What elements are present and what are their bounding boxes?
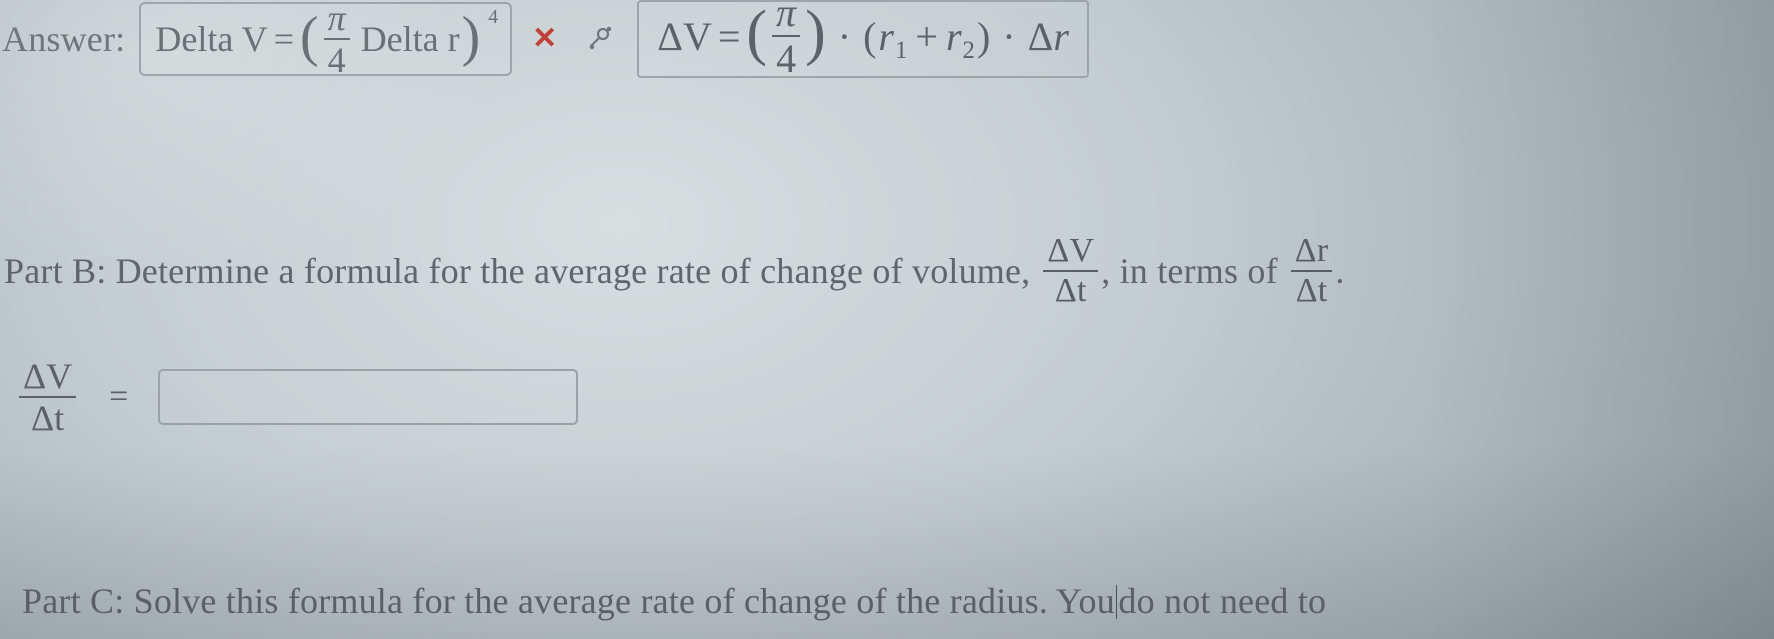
- dot-multiply: ·: [996, 13, 1021, 60]
- part-b-answer-input[interactable]: [158, 369, 578, 425]
- dot-multiply: ·: [832, 13, 857, 60]
- exponent-4: 4: [488, 6, 498, 29]
- paren-close: ): [977, 13, 990, 60]
- plus-sign: +: [909, 13, 944, 60]
- pi-over-4: π 4: [324, 0, 350, 78]
- frac-den: Δt: [1051, 272, 1091, 308]
- part-b-text-before: Part B: Determine a formula for the aver…: [4, 250, 1040, 292]
- delta-r: Δr: [1028, 13, 1069, 60]
- frac-den: 4: [324, 40, 350, 78]
- delta-r-text: Delta r: [361, 18, 460, 60]
- frac-num: ΔV: [1043, 234, 1098, 270]
- part-c-text-after: do not need to: [1118, 581, 1326, 621]
- frac-num: ΔV: [19, 358, 76, 396]
- dv-over-dt-lhs: ΔV Δt: [19, 358, 76, 436]
- pi4-paren: ( π 4 ): [746, 0, 825, 79]
- r1-base: r: [878, 14, 894, 59]
- part-c-text-before: Part C: Solve this formula for the avera…: [22, 581, 1115, 621]
- r1-sub: 1: [894, 37, 907, 64]
- part-b-text-after: .: [1335, 250, 1354, 292]
- equals-sign: =: [718, 13, 741, 60]
- formula-preview-icon: [583, 22, 617, 56]
- correct-answer-box: ΔV = ( π 4 ) · ( r1 +: [637, 0, 1089, 78]
- answer-label: Answer:: [0, 18, 125, 60]
- student-answer-box[interactable]: Delta V = ( π 4 Delta r ) 4: [139, 2, 512, 76]
- r-sum-group: ( r1 + r2 ): [863, 13, 990, 60]
- student-lhs: Delta V: [155, 18, 267, 60]
- equals-sign: =: [274, 18, 294, 60]
- frac-num: π: [772, 0, 800, 35]
- incorrect-mark-icon: ✕: [526, 24, 563, 54]
- dv-over-dt: ΔV Δt: [1043, 234, 1098, 308]
- correct-lhs: ΔV: [657, 13, 712, 60]
- frac-num: π: [324, 0, 350, 38]
- part-b-text-mid: , in terms of: [1101, 250, 1288, 292]
- part-c-prompt: Part C: Solve this formula for the avera…: [22, 580, 1734, 622]
- frac-den: Δt: [1292, 272, 1332, 308]
- paren-open: (: [300, 15, 319, 60]
- dr-over-dt: Δr Δt: [1291, 234, 1333, 308]
- part-b-prompt: Part B: Determine a formula for the aver…: [4, 234, 1734, 308]
- frac-den: Δt: [27, 398, 68, 436]
- pi-over-4: π 4: [772, 0, 800, 79]
- frac-num: Δr: [1291, 234, 1333, 270]
- r2-sub: 2: [962, 37, 975, 64]
- equals-sign: =: [103, 378, 134, 416]
- paren-open: (: [863, 13, 876, 60]
- paren-close: ): [462, 15, 481, 60]
- paren-open: (: [746, 9, 767, 59]
- formula-preview-button[interactable]: [577, 16, 623, 62]
- r2-base: r: [946, 14, 962, 59]
- student-paren-group: ( π 4 Delta r ): [300, 0, 480, 78]
- frac-den: 4: [772, 37, 800, 79]
- paren-close: ): [805, 9, 826, 59]
